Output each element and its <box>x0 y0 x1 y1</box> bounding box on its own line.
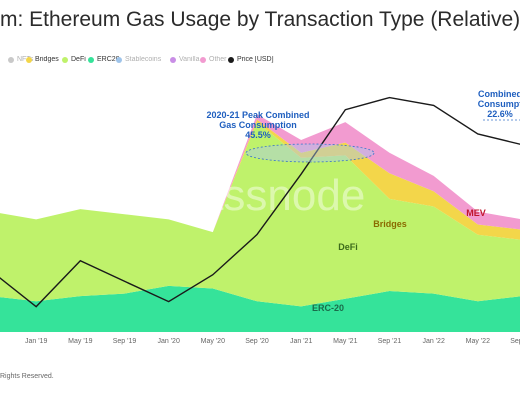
legend-swatch <box>170 56 176 63</box>
area-defi <box>0 122 520 307</box>
x-tick-label: Sep '21 <box>378 338 402 345</box>
legend-label: Other <box>209 56 227 63</box>
legend-swatch <box>88 56 94 63</box>
legend-item-price-usd-[interactable]: Price [USD] <box>228 56 274 63</box>
x-tick-label: Jan '22 <box>422 338 444 345</box>
legend-label: Price [USD] <box>237 56 274 63</box>
x-tick-label: Jan '21 <box>290 338 312 345</box>
x-axis: Jan '19 May '19 Sep '19 Jan '20 May '20 Sep '… <box>25 338 520 345</box>
annotation-3: DeFi <box>338 242 358 252</box>
annotation-line: 22.6% <box>487 109 513 119</box>
x-tick-label: Jan '20 <box>157 338 179 345</box>
chart-title: m: Ethereum Gas Usage by Transaction Typ… <box>0 8 520 31</box>
legend-label: Stablecoins <box>125 56 162 63</box>
legend-swatch <box>200 56 206 63</box>
annotation-line: Gas Consumption <box>219 120 297 130</box>
x-tick-label: Jan '19 <box>25 338 47 345</box>
legend-swatch <box>62 56 68 63</box>
legend-label: Vanilla <box>179 56 200 63</box>
legend-swatch <box>8 56 14 63</box>
area-erc20 <box>0 285 520 332</box>
x-tick-label: May '22 <box>466 338 490 345</box>
annotation-line: Consumpt <box>478 99 520 109</box>
legend-item-stablecoins[interactable]: Stablecoins <box>116 56 161 63</box>
legend-label: NFTs <box>17 56 33 63</box>
annotation-6: MEV <box>466 208 486 218</box>
x-tick-label: Sep '19 <box>113 338 137 345</box>
legend-item-nfts[interactable]: NFTs <box>8 56 33 63</box>
legend-swatch <box>26 56 32 63</box>
chart-legend: NFTsBridges DeFi ERC20 Stablecoins Vanilla Ot… <box>0 56 520 70</box>
copyright-footer: Rights Reserved. <box>0 373 54 380</box>
x-tick-label: Sep '20 <box>245 338 269 345</box>
annotation-4: ERC-20 <box>312 303 344 313</box>
area-bridges <box>0 119 520 240</box>
legend-label: ERC20 <box>97 56 120 63</box>
x-tick-label: May '20 <box>201 338 225 345</box>
annotation-line: Combined <box>478 89 520 99</box>
annotation-line: 45.5% <box>245 130 271 140</box>
legend-item-vanilla[interactable]: Vanilla <box>170 56 200 63</box>
stacked-areas: glassnode <box>0 114 520 332</box>
legend-item-defi[interactable]: DeFi <box>62 56 86 63</box>
annotation-line: 2020-21 Peak Combined <box>206 110 309 120</box>
x-tick-label: May '21 <box>333 338 357 345</box>
peak-highlight-ellipse <box>245 143 375 163</box>
price-line-group <box>0 96 520 308</box>
annotation-5: Bridges <box>373 219 407 229</box>
legend-item-bridges[interactable]: Bridges <box>26 56 59 63</box>
annotation-1: 2020-21 Peak Combined Gas Consumption 45.5… <box>206 110 309 140</box>
annotation-line: MEV <box>466 208 486 218</box>
legend-swatch <box>116 56 122 63</box>
annotation-line: Bridges <box>373 219 407 229</box>
legend-label: DeFi <box>71 56 86 63</box>
area-other <box>0 114 520 233</box>
price-line <box>0 96 520 308</box>
x-tick-label: May '19 <box>68 338 92 345</box>
annotations: 2020-21 Peak Combined Gas Consumption 45.5… <box>206 89 520 313</box>
x-tick-label: Sep '22 <box>510 338 520 345</box>
legend-item-erc20[interactable]: ERC20 <box>88 56 120 63</box>
annotation-line: DeFi <box>338 242 358 252</box>
annotation-2: Combined Consumpt 22.6% <box>478 89 520 119</box>
watermark: glassnode <box>165 171 366 220</box>
legend-label: Bridges <box>35 56 59 63</box>
annotation-line: ERC-20 <box>312 303 344 313</box>
legend-item-other[interactable]: Other <box>200 56 227 63</box>
legend-swatch <box>228 56 234 63</box>
